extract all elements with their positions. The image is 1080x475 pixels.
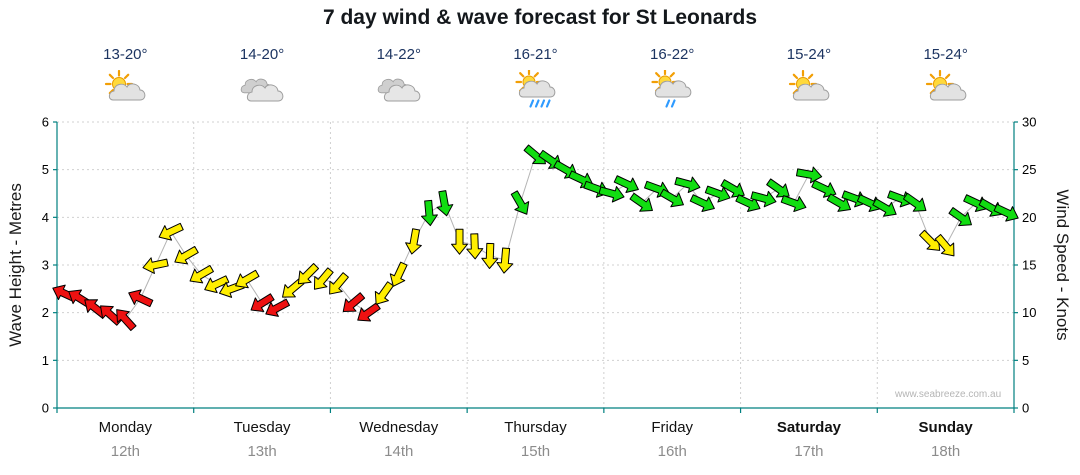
day-name: Friday bbox=[651, 419, 694, 436]
wave-height-axis-label: Wave Height - Metres bbox=[6, 183, 25, 347]
wind-arrow bbox=[116, 309, 137, 332]
day-temperature: 16-21° bbox=[513, 46, 558, 63]
axes: 0 1 2 3 4 5 6 0 5 10 15 20 25 30 bbox=[42, 115, 1037, 416]
wind-arrow bbox=[405, 228, 422, 255]
wind-arrow bbox=[235, 269, 260, 289]
wind-arrow bbox=[389, 261, 408, 287]
wind-arrow bbox=[963, 194, 989, 213]
wind-arrow bbox=[689, 194, 715, 213]
wind-arrow bbox=[872, 198, 897, 217]
day-temperature: 14-20° bbox=[239, 46, 285, 63]
wind-arrow bbox=[510, 190, 530, 215]
day-date: 15th bbox=[520, 443, 551, 460]
wind-arrow bbox=[795, 166, 823, 184]
tick-label: 25 bbox=[1022, 162, 1036, 177]
chart-title: 7 day wind & wave forecast for St Leonar… bbox=[322, 6, 758, 29]
day-name: Tuesday bbox=[233, 419, 291, 436]
day-date: 17th bbox=[794, 443, 824, 460]
tick-label: 15 bbox=[1022, 258, 1036, 273]
day-name: Wednesday bbox=[359, 419, 439, 436]
wind-arrow bbox=[128, 289, 154, 308]
wind-arrow bbox=[329, 272, 349, 295]
tick-label: 0 bbox=[42, 401, 49, 416]
wind-arrow bbox=[420, 199, 438, 227]
wind-arrow bbox=[142, 257, 169, 274]
sun-cloud-icon bbox=[105, 70, 146, 101]
wind-arrow bbox=[374, 281, 394, 305]
wind-arrow bbox=[481, 242, 499, 269]
wind-arrow bbox=[313, 267, 334, 290]
wind-arrow bbox=[189, 264, 214, 284]
wind-arrow bbox=[780, 195, 807, 213]
wind-arrows bbox=[52, 144, 1019, 332]
wind-speed-axis-label: Wind Speed - Knots bbox=[1053, 189, 1072, 341]
wind-arrow bbox=[342, 292, 366, 312]
wind-arrow bbox=[297, 263, 320, 285]
wind-arrow bbox=[496, 247, 514, 274]
day-date: 18th bbox=[931, 443, 961, 460]
wind-arrow bbox=[629, 192, 653, 212]
tick-label: 2 bbox=[42, 305, 49, 320]
sun-cloud-icon bbox=[925, 70, 967, 101]
tick-label: 10 bbox=[1022, 305, 1036, 320]
gridlines bbox=[57, 121, 1014, 408]
tick-label: 5 bbox=[42, 162, 49, 177]
day-date: 13th bbox=[247, 443, 277, 460]
wind-arrow bbox=[158, 222, 184, 241]
cloudy-icon bbox=[377, 78, 421, 102]
wind-arrow bbox=[204, 275, 230, 294]
tick-label: 1 bbox=[42, 353, 49, 368]
wind-arrow bbox=[598, 186, 625, 203]
day-name: Monday bbox=[98, 419, 153, 436]
wind-arrow bbox=[919, 229, 941, 251]
day-temperature: 16-22° bbox=[650, 46, 695, 63]
wind-arrow bbox=[704, 185, 731, 203]
watermark: www.seabreeze.com.au bbox=[895, 389, 1002, 400]
sun-cloud-drizzle-icon bbox=[651, 70, 692, 108]
day-name: Thursday bbox=[504, 419, 567, 436]
wind-arrow bbox=[436, 190, 454, 217]
tick-label: 20 bbox=[1022, 210, 1036, 225]
day-date: 12th bbox=[110, 443, 140, 460]
day-name: Sunday bbox=[918, 419, 973, 436]
tick-label: 0 bbox=[1022, 401, 1029, 416]
wind-arrow bbox=[856, 194, 882, 213]
wind-arrow bbox=[948, 207, 972, 227]
sun-cloud-icon bbox=[788, 70, 830, 101]
day-temperature: 15-24° bbox=[923, 46, 968, 63]
tick-label: 4 bbox=[42, 210, 49, 225]
tick-label: 3 bbox=[42, 258, 49, 273]
wind-arrow bbox=[659, 188, 684, 208]
wind-arrow bbox=[466, 233, 484, 260]
day-temperature: 14-22° bbox=[376, 46, 421, 63]
wind-arrow bbox=[826, 193, 852, 212]
wind-arrow bbox=[174, 245, 199, 265]
wind-arrow bbox=[250, 293, 275, 312]
day-name: Saturday bbox=[776, 419, 842, 436]
wind-arrow bbox=[993, 203, 1019, 222]
wind-arrow bbox=[934, 233, 955, 257]
wind-arrow bbox=[451, 228, 468, 255]
wind-arrow bbox=[902, 192, 927, 212]
tick-label: 6 bbox=[42, 115, 49, 130]
wind-arrow bbox=[265, 298, 291, 317]
day-temperature: 15-24° bbox=[786, 46, 832, 63]
wind-arrow bbox=[613, 175, 639, 194]
tick-label: 5 bbox=[1022, 353, 1029, 368]
tick-label: 30 bbox=[1022, 115, 1036, 130]
sun-cloud-rain-icon bbox=[514, 70, 555, 108]
wind-trend-line bbox=[64, 154, 1007, 320]
cloudy-icon bbox=[240, 78, 284, 102]
wind-arrow bbox=[674, 176, 701, 194]
day-temperature: 13-20° bbox=[103, 46, 148, 63]
day-date: 16th bbox=[657, 443, 687, 460]
wind-arrow bbox=[750, 190, 777, 208]
day-date: 14th bbox=[384, 443, 414, 460]
wind-arrow bbox=[357, 302, 381, 322]
